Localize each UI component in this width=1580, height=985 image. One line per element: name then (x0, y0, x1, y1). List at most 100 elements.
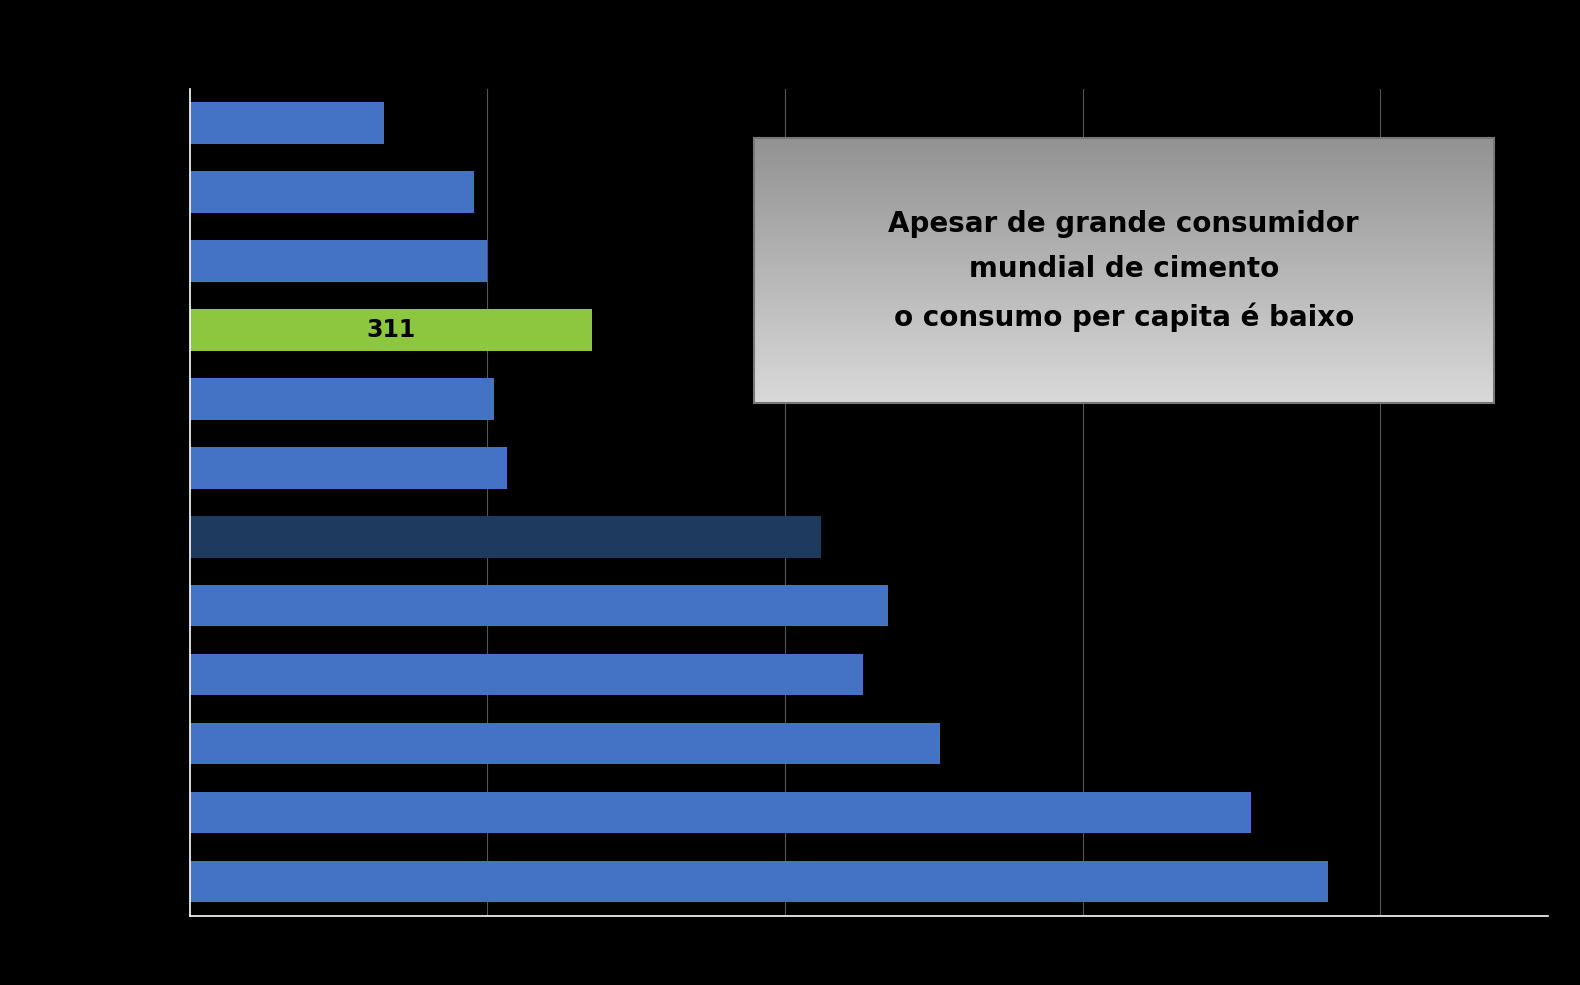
Bar (754, 378, 1495, 380)
Bar (754, 380, 1495, 382)
Bar (190, 378, 493, 420)
Bar (754, 350, 1495, 352)
Bar (754, 246, 1495, 248)
Bar (754, 151, 1495, 153)
Bar (754, 233, 1495, 235)
Bar (754, 389, 1495, 391)
Bar (754, 401, 1495, 403)
Bar (754, 271, 1495, 273)
Bar (754, 336, 1495, 338)
Bar (754, 285, 1495, 287)
Bar (754, 260, 1495, 262)
Bar (754, 138, 1495, 403)
Bar (754, 298, 1495, 300)
Bar (754, 256, 1495, 258)
Bar (754, 347, 1495, 349)
Bar (754, 387, 1495, 389)
Bar (754, 300, 1495, 302)
Bar (754, 142, 1495, 144)
Bar (754, 291, 1495, 292)
Bar (754, 170, 1495, 171)
Bar (754, 253, 1495, 255)
Bar (754, 371, 1495, 373)
Bar (754, 345, 1495, 347)
Bar (754, 146, 1495, 147)
Bar (754, 304, 1495, 306)
Bar (754, 140, 1495, 142)
Bar (754, 362, 1495, 364)
Bar (754, 340, 1495, 341)
Bar (754, 338, 1495, 340)
Bar (754, 251, 1495, 253)
Bar (754, 138, 1495, 140)
Text: Apesar de grande consumidor
mundial de cimento
o consumo per capita é baixo: Apesar de grande consumidor mundial de c… (888, 210, 1359, 332)
Bar (754, 189, 1495, 191)
Bar (754, 373, 1495, 375)
Bar (754, 235, 1495, 237)
Bar (754, 239, 1495, 240)
Bar (754, 334, 1495, 336)
Bar (754, 313, 1495, 315)
Bar (754, 269, 1495, 271)
Bar (754, 289, 1495, 291)
Bar (754, 216, 1495, 218)
Bar (754, 244, 1495, 246)
Bar (754, 218, 1495, 220)
Bar (754, 320, 1495, 322)
Bar (190, 723, 940, 764)
Bar (754, 180, 1495, 182)
Bar (190, 240, 487, 282)
Bar (754, 237, 1495, 239)
Bar (754, 162, 1495, 163)
Bar (190, 792, 1251, 833)
Bar (754, 193, 1495, 195)
Bar (754, 184, 1495, 186)
Bar (754, 155, 1495, 156)
Bar (190, 102, 384, 144)
Bar (754, 283, 1495, 285)
Bar (754, 273, 1495, 274)
Bar (754, 248, 1495, 249)
Bar (754, 177, 1495, 179)
Bar (754, 156, 1495, 158)
Bar (754, 182, 1495, 184)
Bar (754, 211, 1495, 213)
Bar (754, 160, 1495, 162)
Bar (754, 385, 1495, 387)
Bar (754, 358, 1495, 359)
Bar (754, 153, 1495, 155)
Bar (754, 149, 1495, 151)
Bar (754, 175, 1495, 177)
Bar (754, 329, 1495, 331)
Bar (754, 333, 1495, 334)
Bar (754, 195, 1495, 197)
Bar (754, 316, 1495, 318)
Bar (754, 242, 1495, 244)
Bar (754, 349, 1495, 350)
Bar (754, 213, 1495, 214)
Bar (754, 296, 1495, 297)
Bar (754, 354, 1495, 356)
Bar (754, 322, 1495, 324)
Bar (754, 198, 1495, 200)
Text: 488: 488 (844, 525, 894, 549)
Bar (754, 173, 1495, 175)
Bar (754, 398, 1495, 400)
Text: 311: 311 (367, 318, 416, 342)
Bar (754, 168, 1495, 170)
Bar (754, 163, 1495, 164)
Bar (754, 207, 1495, 209)
Bar (754, 309, 1495, 311)
Bar (754, 297, 1495, 298)
Bar (754, 366, 1495, 367)
Bar (754, 200, 1495, 202)
Bar (190, 654, 863, 695)
Bar (190, 309, 592, 351)
Bar (754, 255, 1495, 256)
Bar (754, 188, 1495, 189)
Bar (754, 171, 1495, 173)
Bar (754, 265, 1495, 267)
Bar (754, 278, 1495, 280)
Bar (190, 861, 1329, 902)
Bar (754, 227, 1495, 229)
